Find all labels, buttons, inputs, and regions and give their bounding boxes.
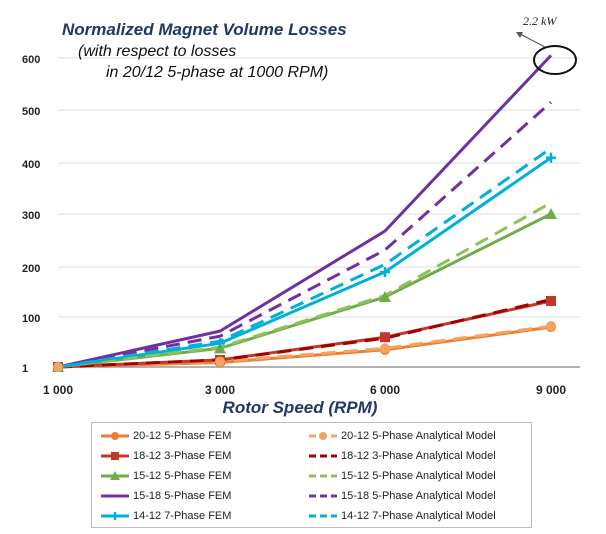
y-tick-label-600: 600	[22, 54, 40, 66]
series-1-point-2	[380, 343, 390, 354]
legend: 20-12 5-Phase FEM 20-12 5-Phase Analytica…	[91, 422, 532, 528]
legend-item-7: 15-18 5-Phase Analytical Model	[308, 487, 496, 505]
series-2-point-2	[380, 332, 390, 343]
legend-item-4: 15-12 5-Phase FEM	[100, 467, 231, 485]
series-line-3	[57, 298, 552, 369]
legend-swatch-6	[101, 494, 129, 498]
chart-subtitle-line-1: (with respect to losses	[78, 43, 236, 60]
legend-label-2: 18-12 3-Phase FEM	[133, 450, 232, 462]
legend-label-6: 15-18 5-Phase FEM	[133, 490, 232, 502]
legend-label-3: 18-12 3-Phase Analytical Model	[341, 450, 496, 462]
legend-item-3: 18-12 3-Phase Analytical Model	[308, 447, 496, 465]
x-tick-label-3000: 3 000	[205, 383, 235, 397]
legend-item-2: 18-12 3-Phase FEM	[100, 447, 231, 465]
series-line-9	[57, 146, 552, 369]
series-8-point-3	[546, 152, 556, 163]
legend-item-8: 14-12 7-Phase FEM	[100, 507, 231, 525]
legend-label-5: 15-12 5-Phase Analytical Model	[341, 470, 496, 482]
annotation-ellipse	[533, 45, 577, 75]
legend-swatch-marker-8	[111, 512, 119, 520]
series-line-1	[57, 324, 552, 369]
legend-swatch-marker-2	[111, 452, 119, 460]
series-1-point-0	[53, 362, 63, 372]
series-8-point-1	[215, 338, 225, 349]
legend-item-9: 14-12 7-Phase Analytical Model	[308, 507, 496, 525]
chart: 1 100 200 300 400 500 600 1 000 3 000 6 000 9 000…	[22, 14, 580, 417]
gridlines	[58, 57, 580, 318]
legend-label-8: 14-12 7-Phase FEM	[133, 510, 232, 522]
series-4-point-3	[545, 208, 557, 219]
series-line-7	[57, 101, 552, 369]
legend-label-4: 15-12 5-Phase FEM	[133, 470, 232, 482]
series-8-point-2	[380, 267, 390, 277]
y-tick-label-500: 500	[22, 106, 40, 118]
annotation-label: 2.2 kW	[523, 14, 557, 28]
series-4-point-2	[379, 291, 391, 302]
annotation-arrow	[517, 32, 546, 48]
legend-swatch-8	[101, 512, 129, 520]
series-line-6	[57, 54, 553, 369]
y-tick-label-400: 400	[22, 159, 40, 171]
legend-swatch-0	[101, 432, 129, 440]
series-line-4	[57, 212, 552, 369]
y-tick-label-200: 200	[22, 263, 40, 275]
series-1-point-1	[215, 356, 225, 367]
chart-title: Normalized Magnet Volume Losses	[62, 20, 347, 39]
markers-layer	[52, 152, 557, 372]
legend-item-5: 15-12 5-Phase Analytical Model	[308, 467, 496, 485]
annotation-arrowhead	[516, 32, 523, 38]
legend-swatch-1	[309, 432, 337, 440]
legend-label-1: 20-12 5-Phase Analytical Model	[341, 430, 496, 442]
x-tick-labels: 1 000 3 000 6 000 9 000	[43, 383, 566, 397]
legend-label-0: 20-12 5-Phase FEM	[133, 430, 232, 442]
legend-label-9: 14-12 7-Phase Analytical Model	[341, 510, 496, 522]
y-tick-labels: 1 100 200 300 400 500 600	[22, 54, 40, 375]
x-axis-label: Rotor Speed (RPM)	[223, 398, 378, 417]
series-1-point-3	[546, 321, 556, 332]
legend-swatch-2	[101, 452, 129, 460]
legend-swatch-marker-4	[110, 471, 120, 480]
series-2-point-3	[546, 296, 556, 306]
legend-swatch-9	[309, 514, 337, 518]
legend-item-0: 20-12 5-Phase FEM	[100, 427, 231, 445]
series-line-8	[57, 156, 552, 369]
legend-item-6: 15-18 5-Phase FEM	[100, 487, 231, 505]
legend-item-1: 20-12 5-Phase Analytical Model	[308, 427, 496, 445]
y-tick-label-100: 100	[22, 313, 40, 325]
legend-label-7: 15-18 5-Phase Analytical Model	[341, 490, 496, 502]
series-layer	[57, 54, 553, 369]
chart-subtitle-line-2: in 20/12 5-phase at 1000 RPM)	[106, 64, 328, 81]
x-tick-label-9000: 9 000	[536, 383, 566, 397]
legend-swatch-7	[309, 494, 337, 498]
y-tick-label-1: 1	[22, 363, 28, 375]
legend-swatch-3	[309, 454, 337, 458]
legend-swatch-4	[101, 471, 129, 480]
series-line-5	[57, 201, 552, 369]
legend-swatch-5	[309, 474, 337, 478]
x-tick-label-1000: 1 000	[43, 383, 73, 397]
x-tick-label-6000: 6 000	[370, 383, 400, 397]
legend-swatch-marker-0	[111, 432, 119, 440]
legend-swatch-marker-1	[319, 432, 327, 440]
y-tick-label-300: 300	[22, 210, 40, 222]
